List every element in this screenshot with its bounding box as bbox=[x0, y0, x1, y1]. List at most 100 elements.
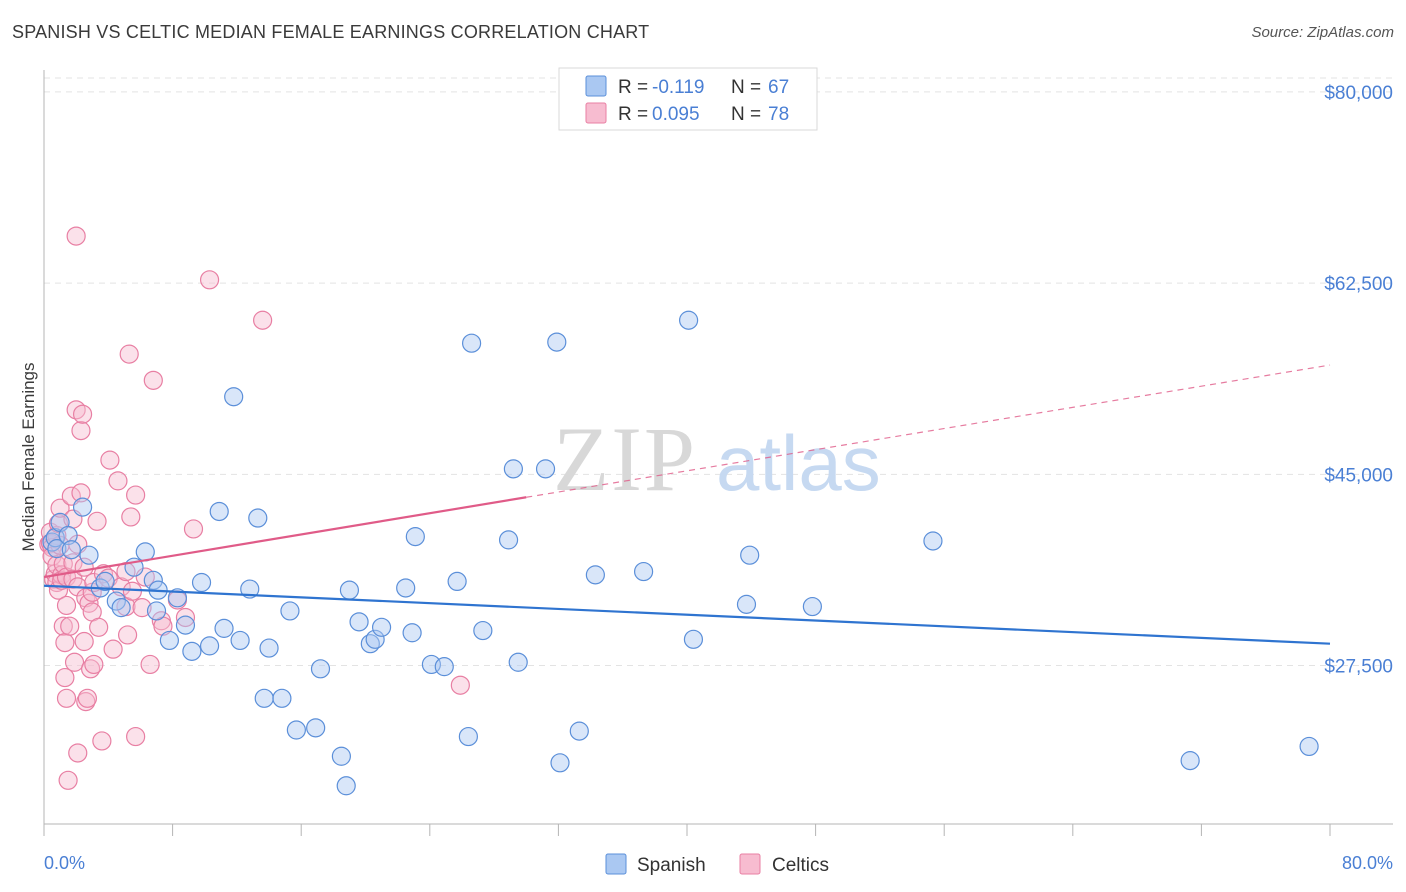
spanish-point-45 bbox=[405, 527, 425, 547]
spanish-point-44 bbox=[402, 623, 422, 643]
legend-n-value-spanish: 67 bbox=[768, 77, 789, 98]
y-tick-label-1: $45,000 bbox=[1324, 465, 1393, 486]
legend-swatch-celtics bbox=[585, 102, 607, 124]
spanish-point-59 bbox=[585, 565, 605, 585]
celtics-point-69 bbox=[143, 370, 163, 390]
spanish-point-11 bbox=[111, 598, 131, 618]
celtics-point-64 bbox=[126, 726, 146, 747]
celtics-point-60 bbox=[117, 625, 138, 645]
spanish-point-62 bbox=[683, 629, 704, 649]
y-tick-label-3: $80,000 bbox=[1324, 83, 1393, 104]
celtics-point-36 bbox=[71, 483, 91, 503]
spanish-point-27 bbox=[240, 579, 260, 599]
celtics-point-62 bbox=[121, 507, 141, 527]
spanish-point-38 bbox=[339, 580, 360, 600]
legend-swatch-spanish bbox=[585, 75, 607, 97]
spanish-point-65 bbox=[802, 596, 822, 617]
celtics-point-76 bbox=[253, 310, 273, 330]
celtics-point-48 bbox=[84, 654, 104, 675]
celtics-points bbox=[39, 226, 470, 790]
legend-bottom-swatch-spanish bbox=[605, 853, 627, 875]
celtics-point-73 bbox=[175, 607, 196, 628]
celtics-point-49 bbox=[87, 511, 107, 531]
spanish-point-52 bbox=[498, 530, 519, 550]
legend-n-value-celtics: 78 bbox=[768, 104, 789, 125]
spanish-point-31 bbox=[272, 688, 292, 708]
celtics-point-65 bbox=[126, 485, 146, 505]
spanish-point-53 bbox=[503, 459, 523, 479]
celtics-point-37 bbox=[72, 404, 93, 424]
legend-bottom-label-celtics: Celtics bbox=[772, 855, 829, 876]
spanish-point-42 bbox=[371, 617, 392, 637]
spanish-point-28 bbox=[248, 508, 268, 528]
spanish-point-17 bbox=[159, 630, 179, 651]
celtics-point-61 bbox=[119, 344, 139, 364]
celtics-point-66 bbox=[132, 598, 152, 618]
spanish-point-51 bbox=[473, 620, 493, 641]
celtics-point-18 bbox=[55, 633, 75, 653]
spanish-point-43 bbox=[396, 578, 416, 598]
spanish-points bbox=[42, 310, 1319, 796]
spanish-point-20 bbox=[182, 641, 202, 661]
celtics-trend-extension bbox=[526, 364, 1331, 498]
x-tick-label-min: 0.0% bbox=[44, 853, 85, 873]
spanish-point-37 bbox=[336, 776, 356, 796]
spanish-point-63 bbox=[736, 594, 757, 614]
celtics-point-22 bbox=[56, 688, 77, 708]
spanish-point-61 bbox=[679, 310, 699, 330]
trend-lines bbox=[43, 364, 1331, 645]
spanish-point-24 bbox=[214, 618, 234, 638]
spanish-point-4 bbox=[58, 525, 78, 546]
celtics-point-63 bbox=[122, 581, 143, 601]
spanish-point-7 bbox=[79, 545, 99, 565]
spanish-point-6 bbox=[72, 497, 93, 517]
x-tick-label-max: 80.0% bbox=[1342, 853, 1393, 873]
spanish-point-2 bbox=[47, 539, 67, 559]
celtics-point-68 bbox=[140, 654, 160, 675]
spanish-point-66 bbox=[923, 531, 943, 551]
legend-n-label-spanish: N = bbox=[731, 77, 761, 98]
celtics-trend-line bbox=[43, 496, 527, 579]
spanish-point-67 bbox=[1180, 751, 1200, 771]
spanish-point-5 bbox=[61, 540, 81, 560]
spanish-point-36 bbox=[331, 746, 351, 766]
spanish-point-34 bbox=[306, 718, 326, 738]
legend-bottom-swatch-celtics bbox=[739, 853, 761, 875]
spanish-point-32 bbox=[280, 601, 300, 621]
spanish-point-9 bbox=[95, 571, 115, 592]
spanish-point-49 bbox=[458, 726, 478, 747]
celtics-point-17 bbox=[53, 616, 73, 636]
spanish-point-56 bbox=[547, 332, 567, 352]
watermark: ZIP atlas bbox=[553, 408, 881, 510]
celtics-point-29 bbox=[64, 652, 85, 672]
celtics-point-54 bbox=[100, 450, 120, 470]
spanish-point-30 bbox=[259, 638, 279, 658]
celtics-point-77 bbox=[450, 675, 470, 695]
spanish-point-19 bbox=[175, 615, 196, 635]
spanish-point-33 bbox=[286, 720, 306, 740]
celtics-point-74 bbox=[183, 519, 204, 539]
spanish-point-18 bbox=[167, 588, 188, 608]
spanish-point-29 bbox=[254, 688, 274, 708]
celtics-point-51 bbox=[92, 731, 112, 751]
celtics-point-24 bbox=[60, 616, 80, 636]
watermark-zip: ZIP bbox=[553, 408, 697, 510]
spanish-point-22 bbox=[199, 636, 220, 656]
celtics-point-50 bbox=[89, 617, 109, 637]
celtics-point-55 bbox=[103, 639, 123, 659]
spanish-point-58 bbox=[569, 721, 589, 741]
spanish-point-39 bbox=[349, 612, 369, 632]
spanish-point-50 bbox=[461, 333, 482, 353]
spanish-point-55 bbox=[535, 459, 556, 479]
spanish-point-64 bbox=[740, 545, 760, 565]
spanish-trend-line bbox=[43, 584, 1331, 645]
legend-r-label-celtics: R = bbox=[618, 104, 648, 125]
celtics-point-42 bbox=[77, 688, 98, 708]
chart-title: SPANISH VS CELTIC MEDIAN FEMALE EARNINGS… bbox=[12, 22, 650, 42]
celtics-point-34 bbox=[68, 743, 88, 763]
celtics-point-75 bbox=[199, 270, 220, 290]
celtics-point-23 bbox=[58, 770, 78, 790]
celtics-point-39 bbox=[74, 631, 94, 652]
source-credit: Source: ZipAtlas.com bbox=[1251, 24, 1394, 41]
spanish-point-47 bbox=[434, 657, 454, 677]
